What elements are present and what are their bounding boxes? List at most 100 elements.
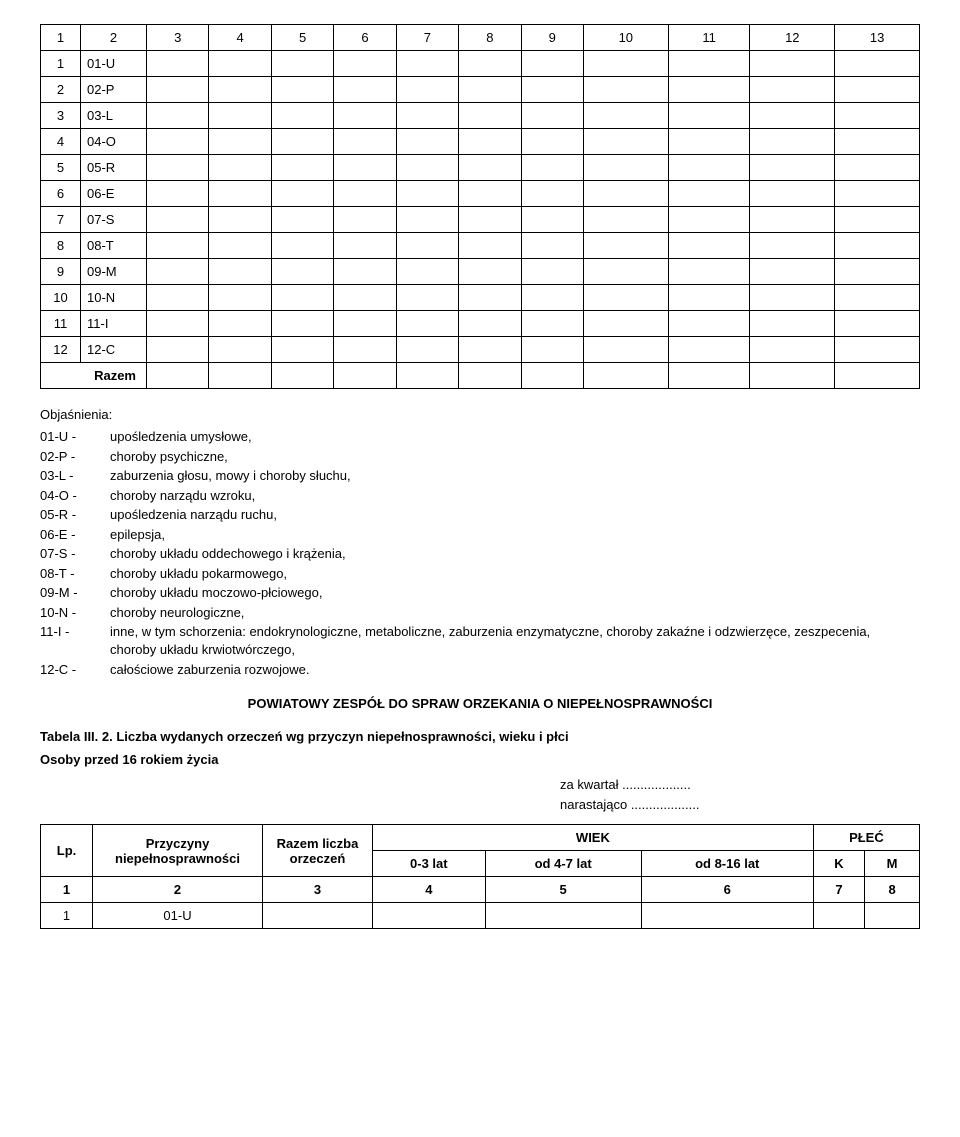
definition-text: choroby psychiczne,	[110, 448, 920, 466]
t2-h-razem: Razem liczba orzeczeń	[263, 825, 373, 877]
table-row: 202-P	[41, 77, 920, 103]
t2-h-plec: PŁEĆ	[813, 825, 919, 851]
razem-label: Razem	[41, 363, 147, 389]
t2-row-1: 1 01-U	[41, 903, 920, 929]
definition-code: 03-L -	[40, 467, 110, 485]
definition-row: 11-I -inne, w tym schorzenia: endokrynol…	[40, 623, 920, 658]
row-code: 08-T	[81, 233, 147, 259]
definition-row: 08-T -choroby układu pokarmowego,	[40, 565, 920, 583]
t2-h-k: K	[813, 851, 864, 877]
hdr-4: 4	[209, 25, 271, 51]
definition-text: choroby układu pokarmowego,	[110, 565, 920, 583]
row-code: 05-R	[81, 155, 147, 181]
t2-header-row-1: Lp. Przyczyny niepełnosprawności Razem l…	[41, 825, 920, 851]
row-num: 7	[41, 207, 81, 233]
definition-code: 11-I -	[40, 623, 110, 658]
definition-code: 01-U -	[40, 428, 110, 446]
table-row: 303-L	[41, 103, 920, 129]
hdr-11: 11	[668, 25, 750, 51]
t2-n3: 3	[263, 877, 373, 903]
za-kwartal: za kwartał ...................	[560, 775, 920, 795]
table-row: 101-U	[41, 51, 920, 77]
t2-r1-n: 1	[41, 903, 93, 929]
table-subtitle: Tabela III. 2. Liczba wydanych orzeczeń …	[40, 729, 920, 744]
section-heading: POWIATOWY ZESPÓŁ DO SPRAW ORZEKANIA O NI…	[40, 696, 920, 711]
hdr-13: 13	[835, 25, 920, 51]
hdr-10: 10	[583, 25, 668, 51]
objasnienia-label: Objaśnienia:	[40, 407, 920, 422]
t2-h-lp: Lp.	[41, 825, 93, 877]
row-code: 11-I	[81, 311, 147, 337]
definition-row: 07-S -choroby układu oddechowego i krąże…	[40, 545, 920, 563]
razem-row: Razem	[41, 363, 920, 389]
codes-table: 1 2 3 4 5 6 7 8 9 10 11 12 13 101-U202-P…	[40, 24, 920, 389]
row-num: 8	[41, 233, 81, 259]
table-row: 909-M	[41, 259, 920, 285]
definitions-list: 01-U -upośledzenia umysłowe,02-P -chorob…	[40, 428, 920, 678]
t2-h-m: M	[865, 851, 920, 877]
table-row: 707-S	[41, 207, 920, 233]
definition-text: upośledzenia narządu ruchu,	[110, 506, 920, 524]
row-code: 07-S	[81, 207, 147, 233]
row-num: 1	[41, 51, 81, 77]
header-row: 1 2 3 4 5 6 7 8 9 10 11 12 13	[41, 25, 920, 51]
hdr-2: 2	[81, 25, 147, 51]
row-num: 3	[41, 103, 81, 129]
osoby-label: Osoby przed 16 rokiem życia	[40, 752, 920, 767]
row-num: 12	[41, 337, 81, 363]
definition-text: choroby układu oddechowego i krążenia,	[110, 545, 920, 563]
t2-h-wiek: WIEK	[373, 825, 814, 851]
row-code: 06-E	[81, 181, 147, 207]
row-num: 9	[41, 259, 81, 285]
definition-row: 09-M -choroby układu moczowo-płciowego,	[40, 584, 920, 602]
row-code: 04-O	[81, 129, 147, 155]
summary-table: Lp. Przyczyny niepełnosprawności Razem l…	[40, 824, 920, 929]
definition-text: choroby neurologiczne,	[110, 604, 920, 622]
definition-text: upośledzenia umysłowe,	[110, 428, 920, 446]
t2-h-03: 0-3 lat	[373, 851, 486, 877]
definition-text: epilepsja,	[110, 526, 920, 544]
definition-code: 08-T -	[40, 565, 110, 583]
hdr-5: 5	[271, 25, 333, 51]
row-code: 02-P	[81, 77, 147, 103]
table-row: 1212-C	[41, 337, 920, 363]
t2-r1-code: 01-U	[93, 903, 263, 929]
t2-n7: 7	[813, 877, 864, 903]
hdr-8: 8	[459, 25, 521, 51]
definition-code: 06-E -	[40, 526, 110, 544]
hdr-12: 12	[750, 25, 835, 51]
definition-row: 04-O -choroby narządu wzroku,	[40, 487, 920, 505]
row-num: 5	[41, 155, 81, 181]
row-num: 4	[41, 129, 81, 155]
hdr-6: 6	[334, 25, 396, 51]
definition-code: 07-S -	[40, 545, 110, 563]
row-code: 10-N	[81, 285, 147, 311]
t2-n5: 5	[485, 877, 641, 903]
row-code: 09-M	[81, 259, 147, 285]
definition-text: inne, w tym schorzenia: endokrynologiczn…	[110, 623, 920, 658]
t2-n6: 6	[641, 877, 813, 903]
definition-text: choroby układu moczowo-płciowego,	[110, 584, 920, 602]
hdr-9: 9	[521, 25, 583, 51]
row-num: 11	[41, 311, 81, 337]
definition-row: 12-C -całościowe zaburzenia rozwojowe.	[40, 661, 920, 679]
narastajaco: narastająco ...................	[560, 795, 920, 815]
definition-row: 03-L -zaburzenia głosu, mowy i choroby s…	[40, 467, 920, 485]
t2-n1: 1	[41, 877, 93, 903]
row-num: 10	[41, 285, 81, 311]
t2-n2: 2	[93, 877, 263, 903]
definition-code: 05-R -	[40, 506, 110, 524]
table-row: 1111-I	[41, 311, 920, 337]
definition-code: 09-M -	[40, 584, 110, 602]
table-row: 505-R	[41, 155, 920, 181]
definition-code: 02-P -	[40, 448, 110, 466]
t2-n4: 4	[373, 877, 486, 903]
row-num: 2	[41, 77, 81, 103]
table-row: 606-E	[41, 181, 920, 207]
table-row: 404-O	[41, 129, 920, 155]
hdr-1: 1	[41, 25, 81, 51]
definition-row: 02-P -choroby psychiczne,	[40, 448, 920, 466]
row-code: 03-L	[81, 103, 147, 129]
hdr-3: 3	[147, 25, 209, 51]
period-block: za kwartał ................... narastają…	[560, 775, 920, 814]
